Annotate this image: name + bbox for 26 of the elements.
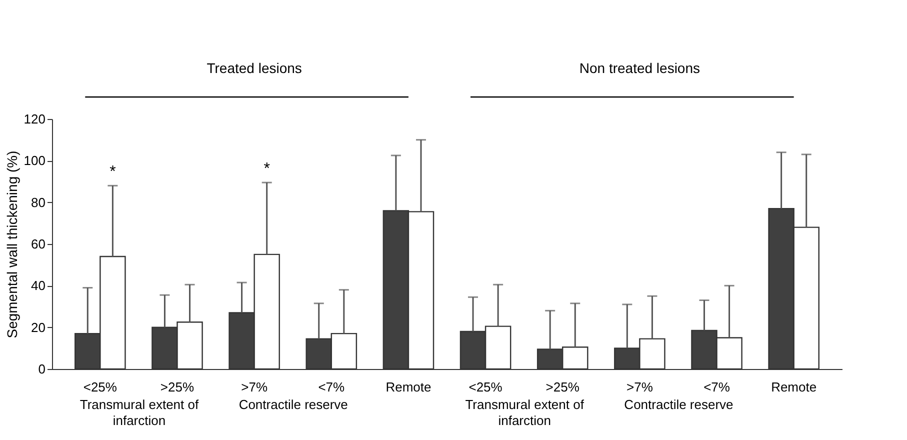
text: Treated lesions [206, 60, 302, 76]
text: Contractile reserve [238, 397, 348, 412]
text: Non treated lesions [579, 60, 700, 76]
y-tick-label: 20 [31, 320, 46, 335]
x-tick-label: Remote [386, 380, 432, 394]
x-tick-label: >25% [546, 380, 580, 394]
y-tick-label: 0 [38, 362, 46, 376]
y-tick-label: 60 [31, 236, 46, 252]
x-tick-label: <25% [83, 380, 118, 394]
annotation: * [264, 160, 270, 178]
x-tick-label: <7% [318, 380, 346, 394]
y-tick-label: 80 [31, 194, 46, 210]
text: Transmural extent of infarction [465, 397, 584, 428]
x-tick-label: Remote [771, 380, 817, 394]
x-tick-label: >25% [160, 380, 194, 394]
y-tick-label: 40 [31, 278, 46, 294]
y-tick-label: 120 [24, 112, 46, 126]
text: Transmural extent of infarction [80, 397, 199, 428]
y-tick-label: 100 [24, 153, 46, 168]
y-axis-title: Segmental wall thickening (%) [4, 150, 20, 338]
x-tick-label: >7% [241, 380, 268, 394]
x-tick-label: <25% [468, 380, 503, 394]
text: Contractile reserve [624, 397, 734, 412]
x-tick-label: <7% [704, 380, 730, 394]
x-tick-label: >7% [626, 380, 654, 394]
annotation: * [110, 164, 116, 181]
